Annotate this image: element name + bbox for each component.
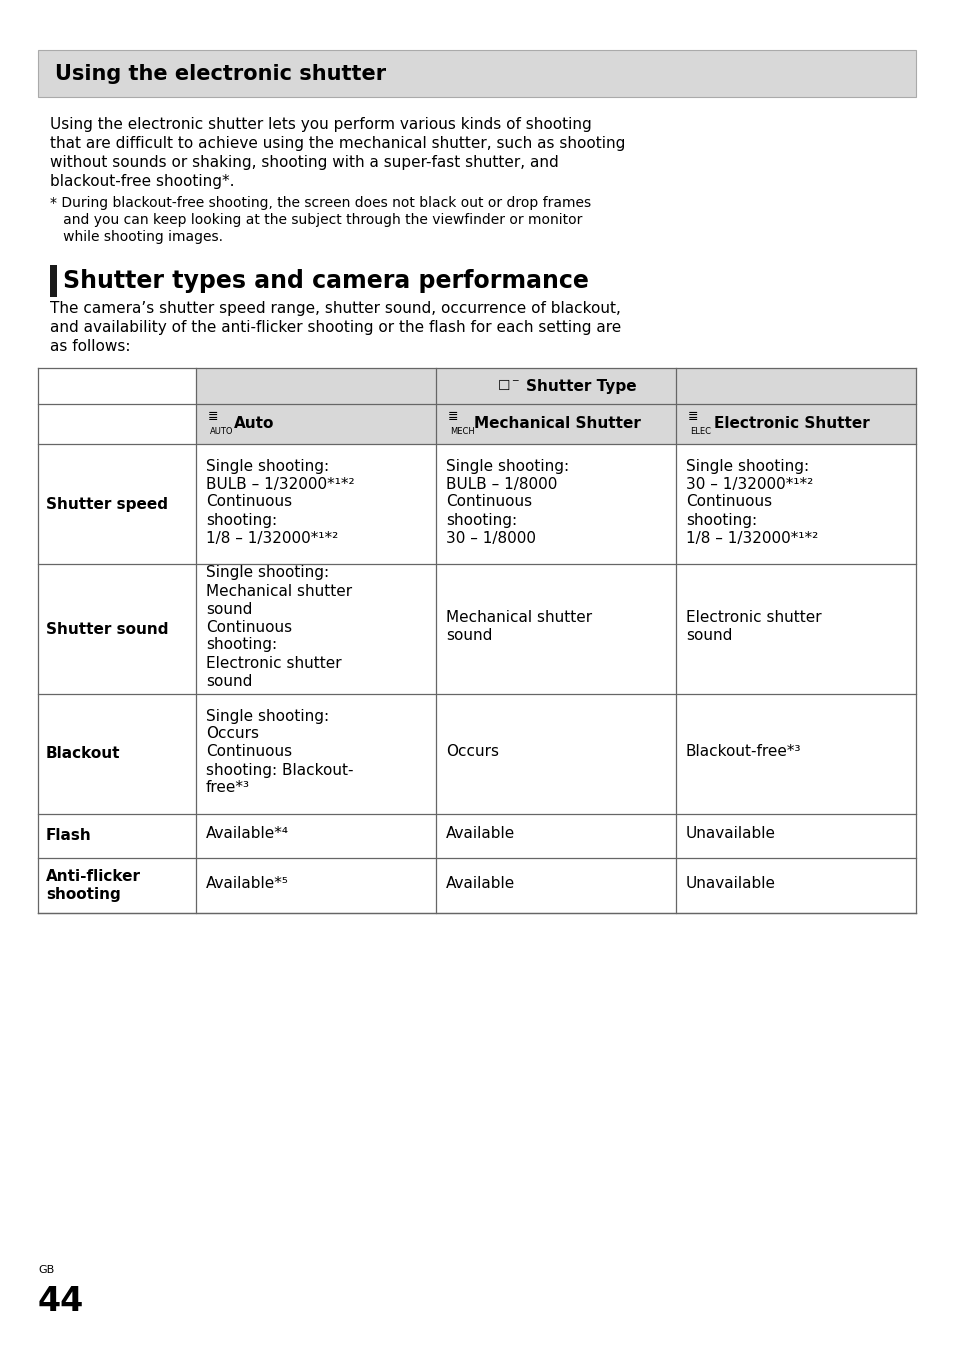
Text: ≣: ≣ <box>687 409 698 422</box>
Text: blackout-free shooting*.: blackout-free shooting*. <box>50 174 234 190</box>
Text: 1/8 – 1/32000*¹*²: 1/8 – 1/32000*¹*² <box>206 530 338 546</box>
Text: shooting:: shooting: <box>446 512 517 527</box>
Text: Anti-flicker
shooting: Anti-flicker shooting <box>46 869 141 901</box>
Text: shooting:: shooting: <box>685 512 757 527</box>
Text: Single shooting:: Single shooting: <box>685 459 808 473</box>
Text: Blackout: Blackout <box>46 746 120 761</box>
Text: ☐: ☐ <box>497 379 510 393</box>
Text: Available*⁵: Available*⁵ <box>206 876 289 890</box>
Text: Shutter types and camera performance: Shutter types and camera performance <box>63 269 588 293</box>
Text: sound: sound <box>206 601 253 616</box>
Text: Mechanical shutter: Mechanical shutter <box>206 584 352 599</box>
Text: ≣: ≣ <box>448 409 458 422</box>
Text: sound: sound <box>206 674 253 689</box>
Bar <box>195 369 915 404</box>
Text: Available: Available <box>446 876 515 890</box>
Text: Electronic Shutter: Electronic Shutter <box>713 417 869 432</box>
Text: ‾: ‾ <box>512 381 517 390</box>
Text: ≣: ≣ <box>208 409 218 422</box>
Text: BULB – 1/8000: BULB – 1/8000 <box>446 476 557 491</box>
Text: Shutter speed: Shutter speed <box>46 496 168 511</box>
Text: Mechanical shutter: Mechanical shutter <box>446 611 592 625</box>
Text: sound: sound <box>446 628 492 643</box>
Text: Occurs: Occurs <box>446 745 498 760</box>
Text: BULB – 1/32000*¹*²: BULB – 1/32000*¹*² <box>206 476 355 491</box>
Text: Shutter Type: Shutter Type <box>525 378 636 394</box>
Text: 30 – 1/8000: 30 – 1/8000 <box>446 530 536 546</box>
Text: Blackout-free*³: Blackout-free*³ <box>685 745 801 760</box>
Text: shooting: Blackout-: shooting: Blackout- <box>206 763 354 777</box>
Bar <box>195 404 915 444</box>
Text: Single shooting:: Single shooting: <box>206 565 329 581</box>
Text: and you can keep looking at the subject through the viewfinder or monitor: and you can keep looking at the subject … <box>50 213 581 227</box>
Text: as follows:: as follows: <box>50 339 131 354</box>
Text: Single shooting:: Single shooting: <box>206 459 329 473</box>
Bar <box>50 265 57 297</box>
Text: 44: 44 <box>38 1284 84 1318</box>
Text: free*³: free*³ <box>206 780 250 795</box>
Text: sound: sound <box>685 628 732 643</box>
Text: without sounds or shaking, shooting with a super-fast shutter, and: without sounds or shaking, shooting with… <box>50 155 558 169</box>
Text: shooting:: shooting: <box>206 512 276 527</box>
Text: Electronic shutter: Electronic shutter <box>206 655 341 671</box>
Text: while shooting images.: while shooting images. <box>50 230 223 243</box>
Text: that are difficult to achieve using the mechanical shutter, such as shooting: that are difficult to achieve using the … <box>50 136 625 151</box>
Text: Unavailable: Unavailable <box>685 876 775 890</box>
Text: Available*⁴: Available*⁴ <box>206 826 289 842</box>
Text: ELEC: ELEC <box>689 428 710 437</box>
Text: Using the electronic shutter lets you perform various kinds of shooting: Using the electronic shutter lets you pe… <box>50 117 591 132</box>
Text: * During blackout-free shooting, the screen does not black out or drop frames: * During blackout-free shooting, the scr… <box>50 196 591 210</box>
Text: Continuous: Continuous <box>206 495 292 510</box>
Text: MECH: MECH <box>450 428 475 437</box>
Text: Electronic shutter: Electronic shutter <box>685 611 821 625</box>
Text: Available: Available <box>446 826 515 842</box>
Text: Flash: Flash <box>46 829 91 843</box>
Text: Occurs: Occurs <box>206 726 258 741</box>
Text: Unavailable: Unavailable <box>685 826 775 842</box>
Text: Mechanical Shutter: Mechanical Shutter <box>474 417 640 432</box>
Text: AUTO: AUTO <box>210 428 233 437</box>
Text: 30 – 1/32000*¹*²: 30 – 1/32000*¹*² <box>685 476 812 491</box>
Text: shooting:: shooting: <box>206 638 276 652</box>
Text: Single shooting:: Single shooting: <box>206 709 329 724</box>
Text: Single shooting:: Single shooting: <box>446 459 569 473</box>
Text: Shutter sound: Shutter sound <box>46 621 169 636</box>
Text: 1/8 – 1/32000*¹*²: 1/8 – 1/32000*¹*² <box>685 530 818 546</box>
Text: GB: GB <box>38 1266 54 1275</box>
Text: Continuous: Continuous <box>206 620 292 635</box>
Bar <box>38 50 915 97</box>
Text: Continuous: Continuous <box>685 495 771 510</box>
Text: and availability of the anti-flicker shooting or the flash for each setting are: and availability of the anti-flicker sho… <box>50 320 620 335</box>
Text: Continuous: Continuous <box>446 495 532 510</box>
Text: Using the electronic shutter: Using the electronic shutter <box>55 63 386 83</box>
Text: The camera’s shutter speed range, shutter sound, occurrence of blackout,: The camera’s shutter speed range, shutte… <box>50 301 620 316</box>
Text: Auto: Auto <box>233 417 274 432</box>
Text: Continuous: Continuous <box>206 745 292 760</box>
